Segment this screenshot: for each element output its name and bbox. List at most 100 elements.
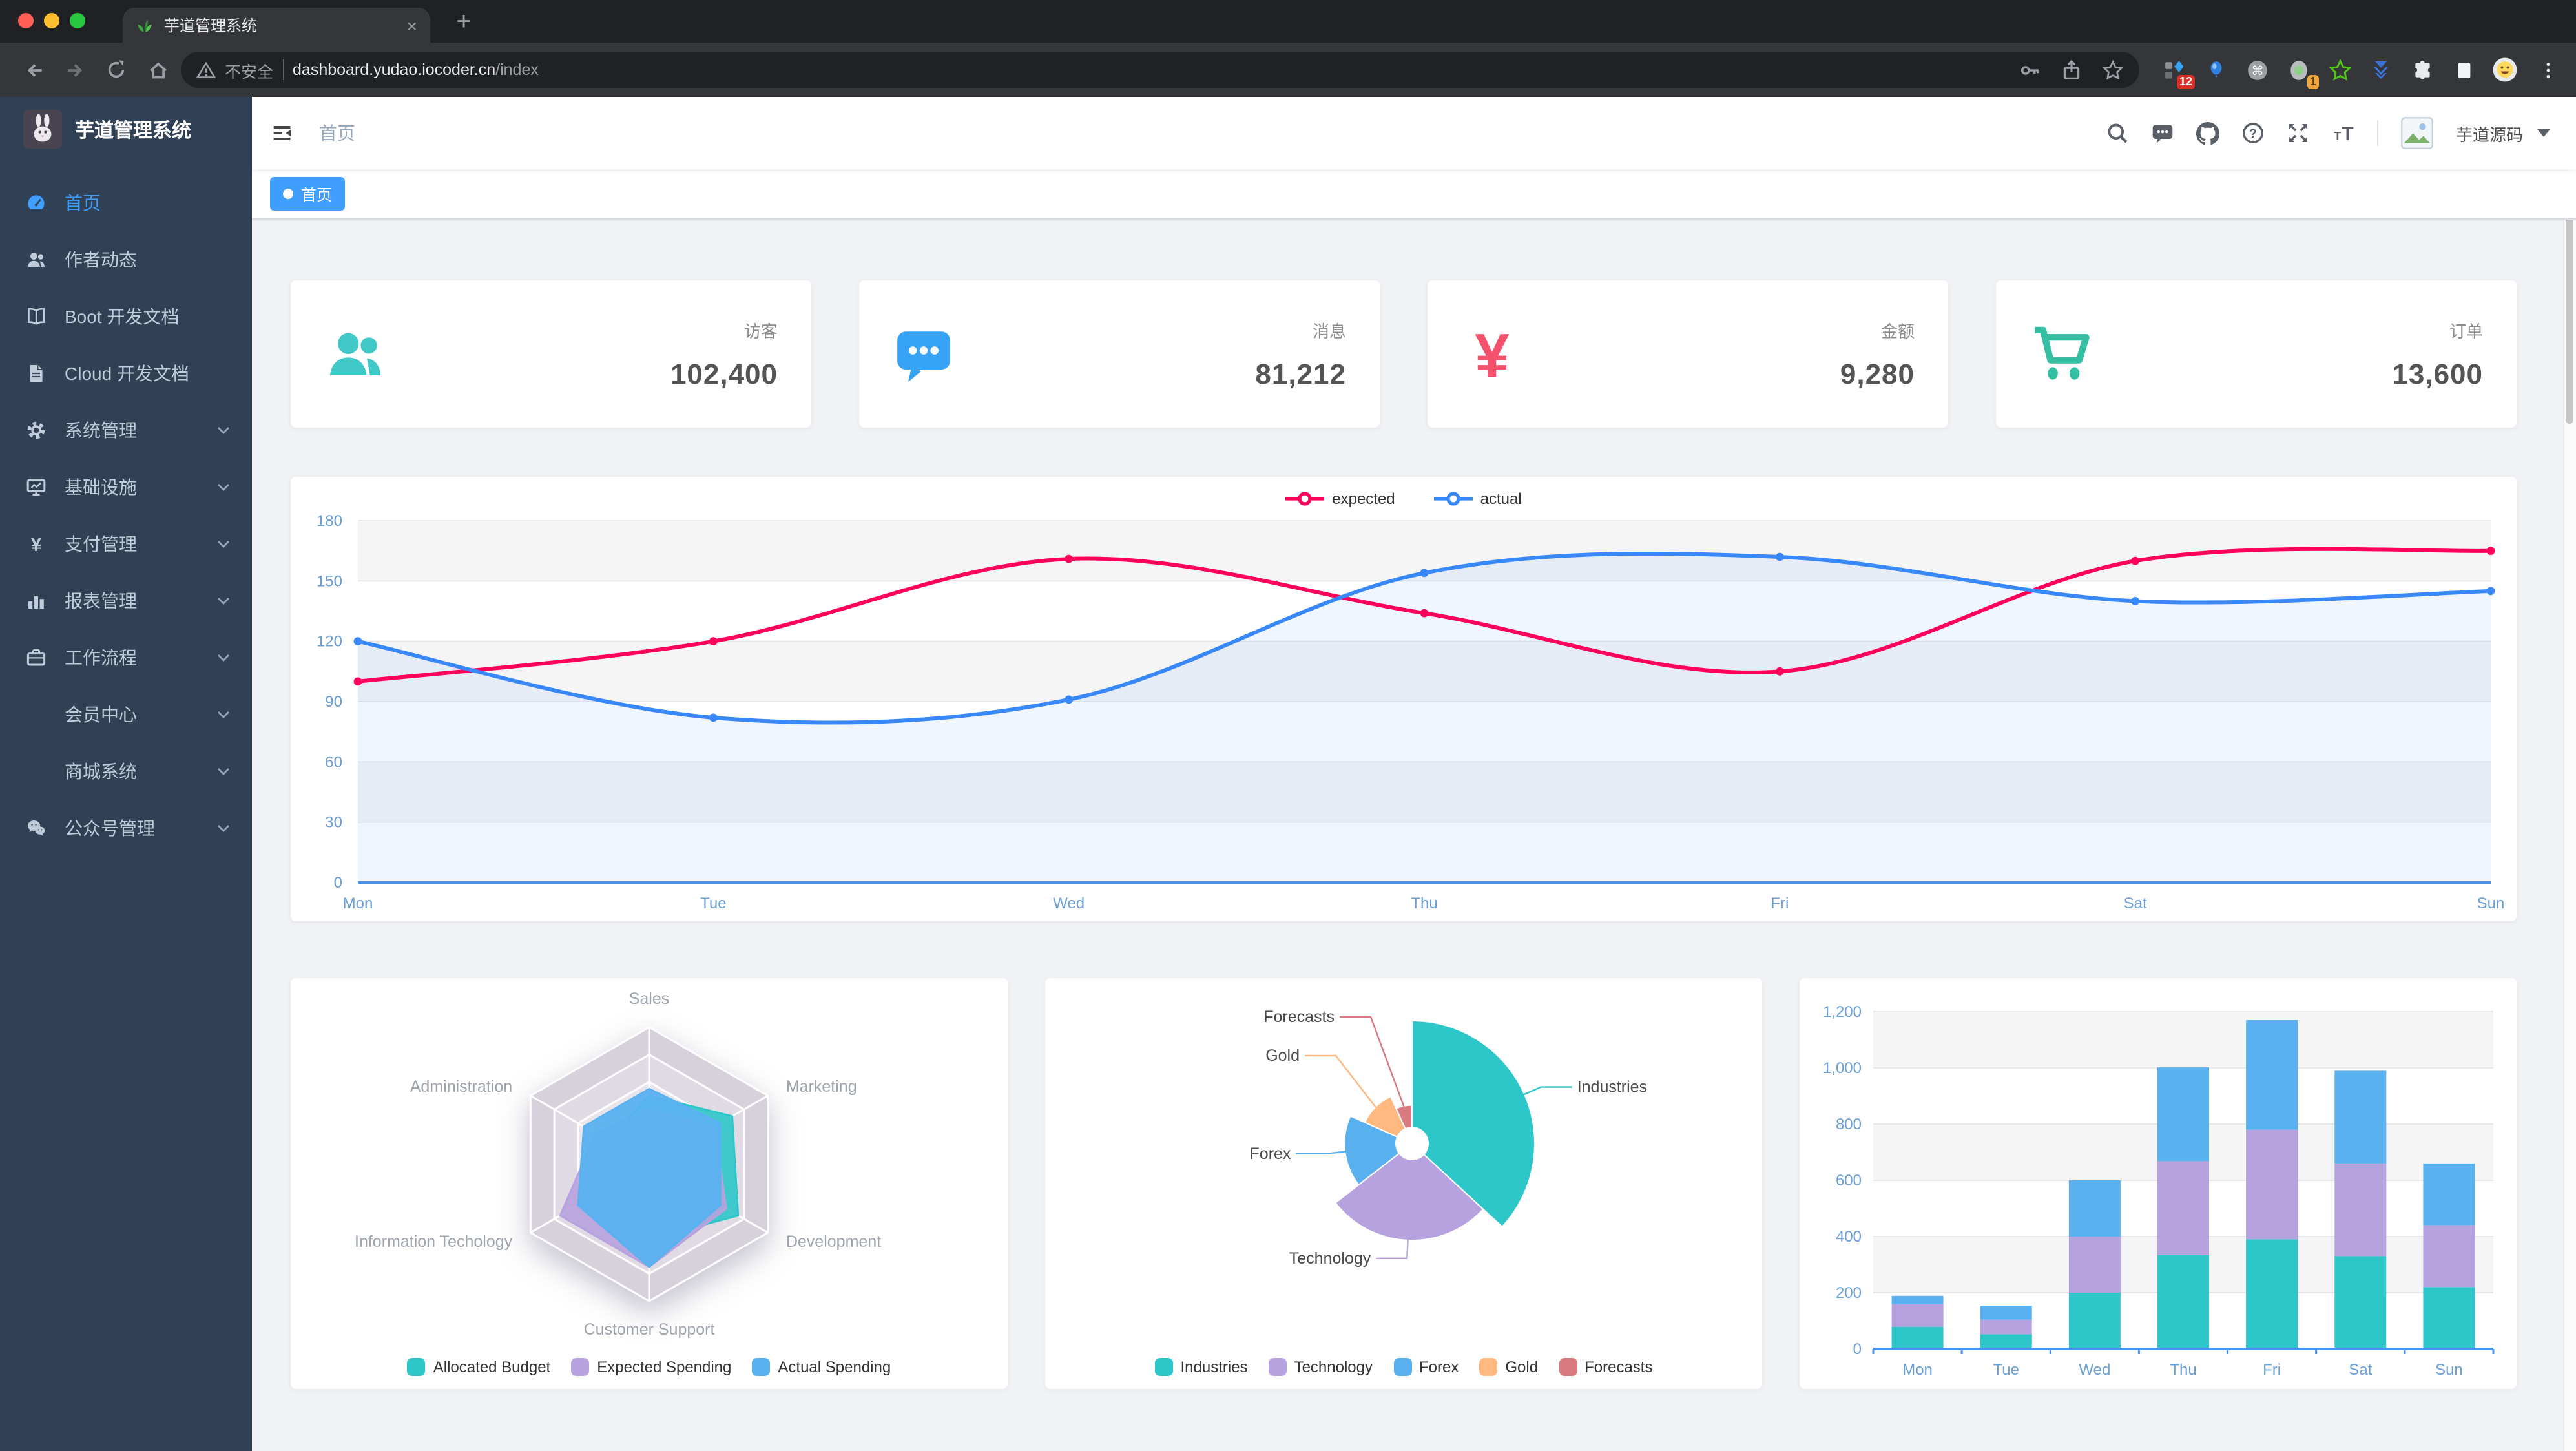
legend-item[interactable]: Forex	[1393, 1358, 1459, 1376]
browser-tab[interactable]: 芋道管理系统 ×	[123, 8, 430, 43]
sidebar-item-label: 作者动态	[65, 249, 137, 270]
svg-text:Industries: Industries	[1577, 1078, 1647, 1096]
svg-text:Forex: Forex	[1250, 1145, 1291, 1163]
forward-icon[interactable]	[57, 52, 93, 88]
sidebar-item-label: Cloud 开发文档	[65, 363, 189, 384]
stat-card-label: 消息	[1312, 321, 1346, 340]
svg-text:Sat: Sat	[2124, 895, 2147, 912]
sidebar-item-0[interactable]: 首页	[0, 174, 252, 231]
legend-item[interactable]: expected	[1285, 490, 1395, 508]
home-icon[interactable]	[140, 52, 176, 88]
monitor-icon	[26, 479, 46, 496]
svg-text:Forecasts: Forecasts	[1263, 1008, 1335, 1026]
hamburger-icon[interactable]	[252, 121, 311, 145]
stat-card-2[interactable]: ¥ 金额 9,280	[1428, 280, 1948, 428]
sidebar-item-9[interactable]: 会员中心	[0, 686, 252, 743]
sidebar-item-2[interactable]: Boot 开发文档	[0, 288, 252, 345]
address-bar[interactable]: 不安全 dashboard.yudao.iocoder.cn/index	[181, 52, 2139, 88]
yen-icon: ¥	[31, 534, 42, 554]
help-icon[interactable]: ?	[2241, 121, 2265, 145]
legend-item[interactable]: Actual Spending	[752, 1358, 891, 1376]
zoom-window-button[interactable]	[70, 13, 85, 28]
svg-text:0: 0	[334, 874, 342, 892]
book-icon	[28, 308, 45, 325]
svg-text:Gold: Gold	[1265, 1047, 1300, 1065]
user-avatar[interactable]	[2400, 116, 2434, 150]
legend-item[interactable]: Technology	[1268, 1358, 1373, 1376]
new-tab-button[interactable]: +	[456, 8, 472, 36]
message-icon[interactable]	[2151, 121, 2174, 145]
sidebar-item-5[interactable]: 基础设施	[0, 459, 252, 516]
svg-text:⌘: ⌘	[2250, 64, 2263, 78]
extension-star-icon[interactable]	[2323, 53, 2356, 87]
extension-vue-devtools-icon[interactable]	[2364, 53, 2398, 87]
user-name[interactable]: 芋道源码	[2455, 125, 2523, 144]
share-icon[interactable]	[2061, 59, 2083, 81]
password-key-icon[interactable]	[2019, 59, 2041, 81]
money-icon: ¥	[1475, 323, 1509, 385]
legend-item[interactable]: Industries	[1154, 1358, 1248, 1376]
bookmark-star-icon[interactable]	[2102, 59, 2124, 81]
svg-text:Tue: Tue	[1993, 1361, 2019, 1379]
sidebar-item-label: 会员中心	[65, 704, 137, 725]
kebab-menu-icon[interactable]	[2529, 52, 2566, 88]
stat-card-label: 金额	[1880, 321, 1915, 340]
extension-command-icon[interactable]: ⌘	[2240, 53, 2274, 87]
sidebar-item-6[interactable]: ¥ 支付管理	[0, 516, 252, 572]
legend-item[interactable]: actual	[1433, 490, 1522, 508]
svg-text:30: 30	[325, 814, 342, 831]
sidebar-item-1[interactable]: 作者动态	[0, 231, 252, 288]
extension-monkey-icon[interactable]: 1	[2281, 53, 2319, 89]
svg-text:Technology: Technology	[1289, 1249, 1371, 1268]
svg-text:120: 120	[317, 633, 342, 651]
back-icon[interactable]	[16, 52, 52, 88]
page-scrollbar[interactable]	[2563, 97, 2576, 1451]
sidebar-item-11[interactable]: 公众号管理	[0, 800, 252, 857]
extension-grid-icon[interactable]: 12	[2157, 53, 2195, 89]
close-window-button[interactable]	[18, 13, 34, 28]
svg-text:Development: Development	[786, 1233, 881, 1251]
caret-down-icon[interactable]	[2537, 129, 2550, 137]
tag-home[interactable]: 首页	[270, 177, 346, 211]
sidebar-item-label: Boot 开发文档	[65, 306, 180, 327]
tab-close-icon[interactable]: ×	[406, 15, 417, 36]
reload-icon[interactable]	[98, 52, 134, 88]
sidebar-item-3[interactable]: Cloud 开发文档	[0, 345, 252, 402]
sidebar-item-label: 工作流程	[65, 647, 137, 668]
svg-text:Mon: Mon	[343, 895, 373, 912]
sidebar-item-7[interactable]: 报表管理	[0, 572, 252, 629]
legend-item[interactable]: Expected Spending	[571, 1358, 731, 1376]
dashboard-content: 访客 102,400 消息 81,212 ¥ 金额 9,280 订单 13,600 expect…	[252, 220, 2576, 1451]
legend-item[interactable]: Gold	[1479, 1358, 1538, 1376]
chevron-down-icon	[216, 820, 231, 836]
github-icon[interactable]	[2196, 121, 2219, 145]
extension-panel-icon[interactable]	[2447, 53, 2480, 87]
extensions-puzzle-icon[interactable]	[2405, 53, 2439, 87]
stat-card-1[interactable]: 消息 81,212	[859, 280, 1380, 428]
fullscreen-icon[interactable]	[2287, 121, 2310, 145]
line-chart-legend: expected actual	[291, 490, 2517, 508]
legend-item[interactable]: Forecasts	[1559, 1358, 1652, 1376]
chevron-down-icon	[216, 764, 231, 779]
stat-card-3[interactable]: 订单 13,600	[1996, 280, 2517, 428]
app-logo[interactable]: 芋道管理系统	[0, 97, 252, 162]
minimize-window-button[interactable]	[44, 13, 59, 28]
profile-avatar[interactable]	[2488, 53, 2522, 87]
window-controls	[18, 13, 85, 28]
sidebar-item-8[interactable]: 工作流程	[0, 629, 252, 686]
stat-card-0[interactable]: 访客 102,400	[291, 280, 811, 428]
stat-card-label: 访客	[743, 321, 778, 340]
breadcrumb[interactable]: 首页	[319, 123, 355, 143]
sidebar-item-10[interactable]: 商城系统	[0, 743, 252, 800]
legend-item[interactable]: Allocated Budget	[407, 1358, 550, 1376]
extension-balloon-icon[interactable]	[2199, 53, 2232, 87]
sidebar-item-4[interactable]: 系统管理	[0, 402, 252, 459]
logo-image	[23, 110, 62, 149]
chevron-down-icon	[216, 593, 231, 609]
search-icon[interactable]	[2106, 121, 2129, 145]
svg-text:Wed: Wed	[1053, 895, 1085, 912]
svg-text:0: 0	[1853, 1341, 1862, 1358]
